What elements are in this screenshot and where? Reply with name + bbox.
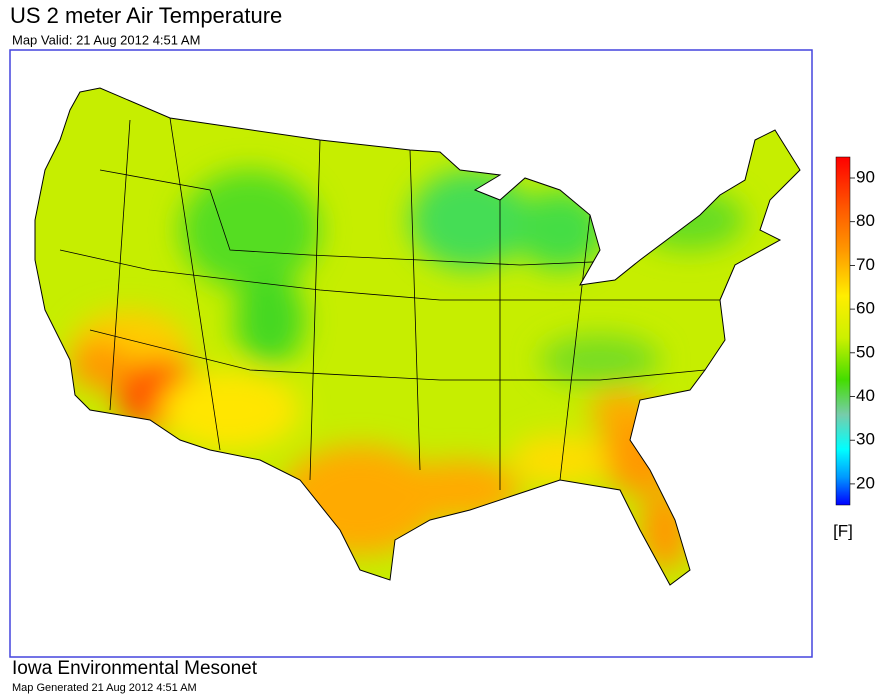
tick-label: 50 [856, 342, 875, 361]
footer-generated: Map Generated 21 Aug 2012 4:51 AM [12, 682, 197, 694]
us-outline [34, 87, 801, 586]
subtitle: Map Valid: 21 Aug 2012 4:51 AM [12, 32, 200, 47]
colorbar [835, 156, 851, 506]
tick-label: 60 [856, 299, 875, 318]
tick-label: 40 [856, 386, 875, 405]
colorbar-ticks: 90 80 70 60 50 40 30 20 [850, 167, 875, 492]
tick-label: 90 [856, 167, 875, 186]
tick-label: 70 [856, 255, 875, 274]
footer-org: Iowa Environmental Mesonet [12, 658, 258, 679]
tick-label: 20 [856, 473, 875, 492]
unit-label: [F] [833, 521, 853, 540]
title: US 2 meter Air Temperature [10, 3, 282, 28]
tick-label: 80 [856, 211, 875, 230]
tick-label: 30 [856, 430, 875, 449]
